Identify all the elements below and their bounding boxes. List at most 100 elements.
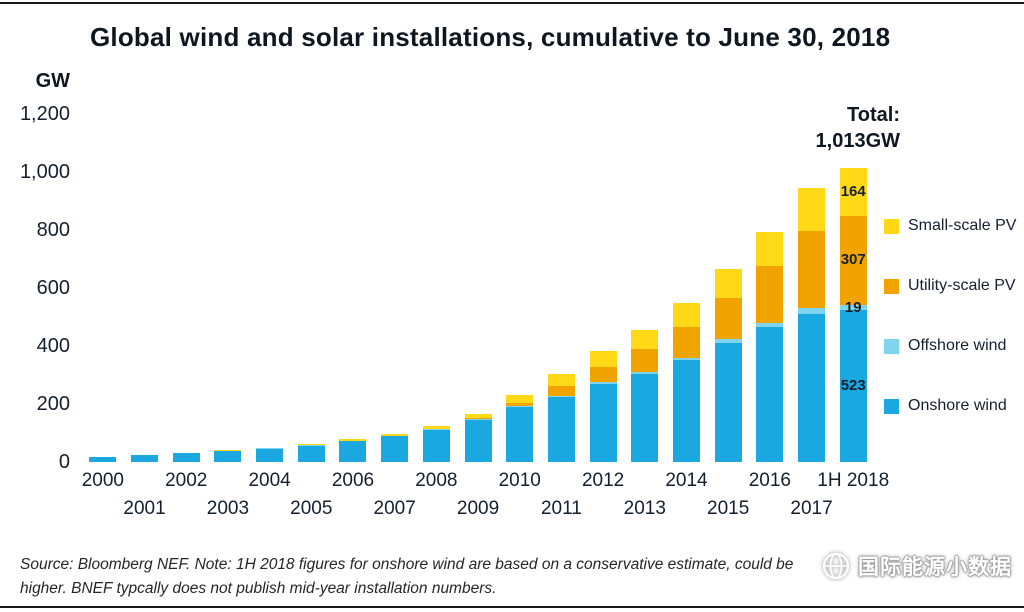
bar-segment-onshore-wind — [506, 406, 534, 462]
source-note-line2: higher. BNEF typcally does not publish m… — [20, 580, 497, 598]
y-tick-label: 1,200 — [19, 103, 70, 125]
bar-column-2014: 2014 — [665, 114, 708, 491]
x-tick-label: 2000 — [81, 470, 124, 491]
bar-column-2000: 2000 — [82, 114, 124, 491]
x-tick-label: 2001 — [123, 498, 166, 519]
stacked-bar — [381, 433, 409, 462]
y-axis-tick-labels: 1,200 1,000 800 600 400 200 0 — [0, 103, 70, 473]
bar-segment-onshore-wind — [339, 441, 367, 462]
bar-segment-offshore-wind — [756, 323, 784, 328]
bar-segment-offshore-wind — [589, 382, 617, 384]
bar-segment-small-scale-pv — [714, 268, 742, 299]
bar-column-2013: 2013 — [624, 114, 666, 519]
bar-column-2017: 2017 — [790, 114, 833, 519]
chart-legend: Small-scale PV Utility-scale PV Offshore w… — [884, 216, 1016, 456]
stacked-bar — [422, 426, 450, 462]
total-annotation-value: 1,013GW — [815, 130, 900, 153]
bar-segment-small-scale-pv — [256, 447, 284, 449]
x-tick-label: 2006 — [331, 470, 375, 491]
bar-segment-offshore-wind — [464, 419, 492, 420]
bar-column-2003: 2003 — [207, 114, 249, 519]
chart-title: Global wind and solar installations, cum… — [90, 22, 891, 52]
x-tick-label: 2011 — [540, 498, 582, 519]
stacked-bar — [172, 452, 200, 462]
stacked-bar — [589, 351, 617, 462]
legend-label: Offshore wind — [908, 337, 1007, 354]
bar-segment-small-scale-pv — [506, 395, 534, 403]
stacked-bar — [131, 455, 159, 462]
bar-segment-small-scale-pv — [297, 444, 325, 446]
y-tick-label: 600 — [36, 277, 70, 299]
stacked-bar — [714, 268, 742, 462]
bar-column-2007: 2007 — [374, 114, 416, 519]
stacked-bar — [464, 414, 492, 462]
segment-value-label-utility-scale-pv: 307 — [840, 251, 866, 269]
bar-column-2009: 2009 — [457, 114, 499, 519]
bar-segment-onshore-wind — [214, 451, 242, 462]
x-tick-label: 2007 — [373, 498, 416, 519]
bar-column-2008: 2008 — [415, 114, 457, 491]
x-tick-label: 2005 — [290, 498, 333, 519]
bar-segment-utility-scale-pv — [672, 327, 700, 358]
stacked-bar — [798, 188, 826, 462]
bar-segment-small-scale-pv — [422, 426, 450, 429]
y-tick-label: 200 — [36, 393, 70, 415]
bar-segment-onshore-wind — [131, 455, 159, 462]
x-tick-label: 2013 — [623, 498, 666, 519]
bar-segment-small-scale-pv — [589, 351, 617, 368]
bar-column-2006: 2006 — [332, 114, 374, 491]
bar-column-2010: 2010 — [499, 114, 541, 491]
bar-segment-utility-scale-pv — [422, 428, 450, 430]
x-tick-label: 2017 — [790, 498, 833, 519]
watermark-text: 国际能源小数据 — [858, 556, 1012, 579]
top-border-rule — [0, 2, 1024, 4]
bar-segment-utility-scale-pv — [839, 215, 867, 305]
source-note: Source: Bloomberg NEF. Note: 1H 2018 fig… — [20, 553, 793, 601]
stacked-bar — [756, 231, 784, 462]
stacked-bar — [631, 329, 659, 462]
bar-segment-utility-scale-pv — [756, 266, 784, 324]
bar-segment-small-scale-pv — [172, 452, 200, 454]
bar-segment-offshore-wind — [672, 357, 700, 360]
bar-segment-small-scale-pv — [339, 439, 367, 441]
x-tick-label: 2004 — [248, 470, 291, 491]
bar-segment-small-scale-pv — [214, 450, 242, 451]
x-tick-label: 2003 — [206, 498, 250, 519]
stacked-bar — [506, 395, 534, 462]
bar-segment-utility-scale-pv — [506, 402, 534, 407]
stacked-bar — [839, 168, 867, 462]
x-tick-label: 2014 — [665, 470, 708, 491]
bar-segment-offshore-wind — [798, 308, 826, 314]
x-tick-label: 1H 2018 — [817, 470, 890, 491]
bar-segment-onshore-wind — [297, 445, 325, 462]
bar-column-2004: 2004 — [248, 114, 291, 491]
bar-segment-onshore-wind — [547, 396, 575, 462]
stacked-bar — [214, 450, 242, 462]
bar-segment-onshore-wind — [89, 457, 117, 462]
bar-segment-utility-scale-pv — [714, 298, 742, 339]
globe-logo-icon — [822, 552, 850, 580]
bar-segment-small-scale-pv — [547, 373, 575, 387]
bar-column-2011: 2011 — [541, 114, 583, 519]
bar-segment-offshore-wind — [631, 371, 659, 374]
bar-segment-small-scale-pv — [631, 329, 659, 350]
bar-segment-onshore-wind — [631, 373, 659, 462]
bar-column-2012: 2012 — [582, 114, 624, 491]
bar-column-1h-2018: 1H 2018 523 19 307 164 — [817, 114, 889, 491]
bar-segment-onshore-wind — [381, 436, 409, 462]
bar-segment-utility-scale-pv — [464, 418, 492, 420]
y-tick-label: 1,000 — [19, 161, 70, 183]
segment-value-label-offshore-wind: 19 — [844, 298, 862, 316]
watermark: 国际能源小数据 — [821, 551, 1012, 581]
bar-segment-offshore-wind — [714, 339, 742, 343]
bar-segment-offshore-wind — [839, 304, 867, 311]
bar-segment-offshore-wind — [506, 406, 534, 407]
bar-segment-onshore-wind — [589, 383, 617, 462]
bar-segment-onshore-wind — [464, 420, 492, 462]
x-tick-label: 2010 — [498, 470, 541, 491]
y-axis-unit-label: GW — [35, 70, 70, 92]
x-tick-label: 2016 — [748, 470, 791, 491]
bar-column-2001: 2001 — [123, 114, 166, 519]
stacked-bar-plot-area: 2000 2001 2002 2003 2004 2005 2006 2007 2008 2009… — [82, 114, 889, 519]
x-tick-label: 2012 — [581, 470, 625, 491]
